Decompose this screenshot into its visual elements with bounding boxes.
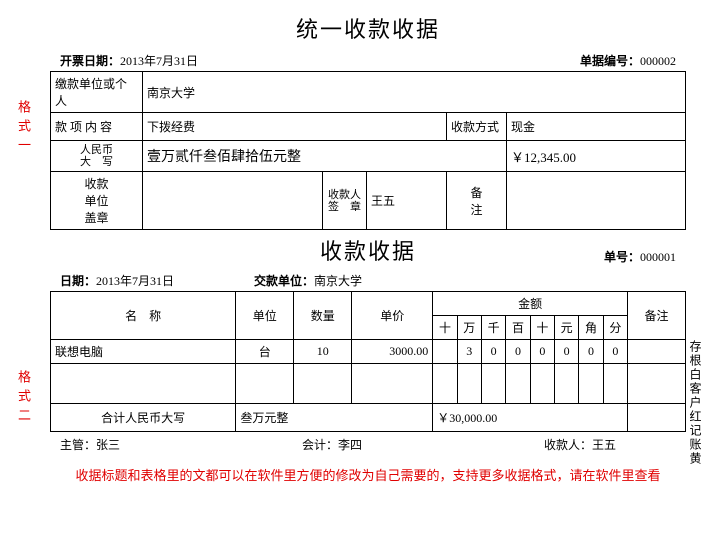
rmb-upper-label: 人民币大 写 (51, 141, 143, 172)
format-label-1: 格式一 (14, 100, 33, 157)
digit-hdr-4: 十 (530, 316, 554, 340)
mgr-label: 主管： (60, 438, 96, 452)
signer-value: 王五 (367, 172, 447, 230)
blank-d6 (579, 364, 603, 404)
blank-d5 (555, 364, 579, 404)
payer-value: 南京大学 (143, 72, 686, 113)
hdr-qty: 数量 (294, 292, 352, 340)
hdr-remarks: 备注 (628, 292, 686, 340)
payee-value: 王五 (592, 438, 616, 452)
receipt1-table: 缴款单位或个人 南京大学 款 项 内 容 下拨经费 收款方式 现金 人民币大 写… (50, 71, 686, 230)
item-value: 下拨经费 (143, 113, 447, 141)
blank-d1 (457, 364, 481, 404)
row-qty: 10 (294, 340, 352, 364)
date2-value: 2013年7月31日 (96, 274, 174, 288)
row-remarks (628, 340, 686, 364)
blank-price (352, 364, 433, 404)
date-label: 开票日期： (60, 54, 120, 68)
blank-d2 (481, 364, 505, 404)
blank-d4 (530, 364, 554, 404)
payer2-value: 南京大学 (314, 274, 362, 288)
blank-d0 (433, 364, 457, 404)
amount-num: ￥12,345.00 (507, 141, 686, 172)
receipt2-meta: 日期：2013年7月31日 交款单位：南京大学 (60, 272, 676, 289)
hdr-price: 单价 (352, 292, 433, 340)
blank-qty (294, 364, 352, 404)
num2-label: 单号： (604, 250, 640, 264)
receipt1-title: 统一收款收据 (50, 12, 686, 44)
row-d2: 0 (481, 340, 505, 364)
format-label-2: 格式二 (14, 370, 33, 427)
method-label: 收款方式 (447, 113, 507, 141)
date-value: 2013年7月31日 (120, 54, 198, 68)
total-remarks (628, 404, 686, 432)
signature-row: 主管：张三 会计：李四 收款人：王五 (60, 436, 676, 453)
acc-value: 李四 (338, 438, 362, 452)
total-label: 合计人民币大写 (51, 404, 236, 432)
hdr-unit: 单位 (236, 292, 294, 340)
digit-hdr-5: 元 (555, 316, 579, 340)
payee-unit-cell (143, 172, 323, 230)
date2-label: 日期： (60, 274, 96, 288)
receipt2-table: 名 称 单位 数量 单价 金额 备注 十 万 千 百 十 元 角 分 联想电脑 … (50, 291, 686, 432)
acc-label: 会计： (302, 438, 338, 452)
row-d3: 0 (506, 340, 530, 364)
row-d7: 0 (603, 340, 627, 364)
blank-d7 (603, 364, 627, 404)
stub-label: 存根白客户红记账黄 (687, 340, 704, 466)
signer-label: 收款人签 章 (323, 172, 367, 230)
row-d0 (433, 340, 457, 364)
row-d4: 0 (530, 340, 554, 364)
receipt1-meta: 开票日期：2013年7月31日 单据编号：000002 (60, 52, 676, 69)
digit-hdr-6: 角 (579, 316, 603, 340)
amount-words: 壹万贰仟叁佰肆拾伍元整 (143, 141, 507, 172)
blank-name (51, 364, 236, 404)
num-label: 单据编号： (580, 54, 640, 68)
digit-hdr-1: 万 (457, 316, 481, 340)
total-num: ￥30,000.00 (433, 404, 628, 432)
method-value: 现金 (507, 113, 686, 141)
remark-cell (507, 172, 686, 230)
digit-hdr-0: 十 (433, 316, 457, 340)
blank-unit (236, 364, 294, 404)
digit-hdr-2: 千 (481, 316, 505, 340)
payee-unit-label: 收款单位盖章 (51, 172, 143, 230)
hdr-amount: 金额 (433, 292, 628, 316)
row-d5: 0 (555, 340, 579, 364)
hdr-name: 名 称 (51, 292, 236, 340)
blank-d3 (506, 364, 530, 404)
total-words: 叁万元整 (236, 404, 433, 432)
row-name: 联想电脑 (51, 340, 236, 364)
payer2-label: 交款单位： (254, 274, 314, 288)
row-d1: 3 (457, 340, 481, 364)
mgr-value: 张三 (96, 438, 120, 452)
digit-hdr-7: 分 (603, 316, 627, 340)
remark-label: 备注 (447, 172, 507, 230)
receipt2-title: 收款收据 (50, 234, 686, 266)
num-value: 000002 (640, 54, 676, 68)
row-unit: 台 (236, 340, 294, 364)
num2-value: 000001 (640, 250, 676, 264)
payee-label: 收款人： (544, 438, 592, 452)
footer-note: 收据标题和表格里的文都可以在软件里方便的修改为自己需要的，支持更多收据格式，请在… (50, 465, 686, 484)
digit-hdr-3: 百 (506, 316, 530, 340)
item-label: 款 项 内 容 (51, 113, 143, 141)
row-d6: 0 (579, 340, 603, 364)
blank-remarks (628, 364, 686, 404)
row-price: 3000.00 (352, 340, 433, 364)
payer-label: 缴款单位或个人 (51, 72, 143, 113)
